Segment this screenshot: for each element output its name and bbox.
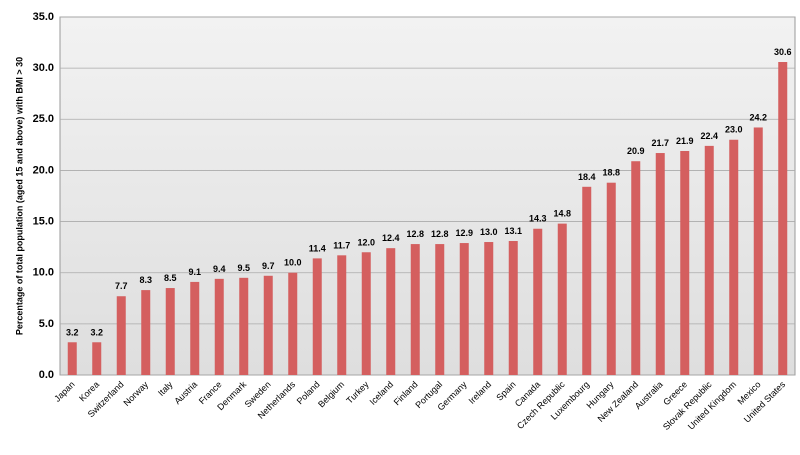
- y-tick-label: 30.0: [33, 62, 54, 74]
- bar: [680, 150, 690, 375]
- bar: [484, 242, 494, 375]
- x-tick-label: Ireland: [467, 379, 494, 406]
- value-label: 8.5: [164, 273, 177, 283]
- x-tick-label: Iceland: [368, 379, 396, 407]
- value-label: 3.2: [90, 327, 103, 337]
- value-label: 13.1: [504, 226, 522, 236]
- bar: [655, 153, 665, 375]
- bar: [190, 281, 200, 375]
- bar: [312, 258, 322, 375]
- plot-area: [59, 16, 796, 376]
- bar: [288, 272, 298, 375]
- bar: [263, 275, 273, 375]
- x-tick-label: Italy: [156, 379, 175, 398]
- bar: [582, 186, 592, 375]
- value-label: 8.3: [139, 275, 152, 285]
- value-label: 3.2: [66, 327, 79, 337]
- value-label: 22.4: [700, 131, 718, 141]
- bar: [92, 342, 102, 375]
- bar: [435, 244, 445, 375]
- value-label: 21.7: [651, 138, 669, 148]
- y-tick-label: 10.0: [33, 267, 54, 279]
- y-axis-label: Percentage of total population (aged 15 …: [14, 57, 24, 335]
- value-label: 9.1: [188, 267, 201, 277]
- x-tick-label: Austria: [172, 379, 199, 406]
- y-tick-label: 20.0: [33, 164, 54, 176]
- x-tick-label: Norway: [122, 379, 151, 408]
- bar: [778, 62, 788, 376]
- bar: [141, 290, 151, 375]
- bar: [533, 228, 543, 375]
- value-label: 21.9: [676, 136, 694, 146]
- bar: [704, 145, 714, 375]
- x-tick-label: Belgium: [316, 379, 346, 409]
- value-label: 20.9: [627, 146, 645, 156]
- value-label: 12.0: [357, 237, 375, 247]
- value-label: 10.0: [284, 258, 302, 268]
- bar: [606, 182, 616, 375]
- bar: [67, 342, 77, 375]
- value-label: 12.4: [382, 233, 400, 243]
- x-tick-label: Japan: [52, 379, 76, 403]
- bar: [239, 277, 249, 375]
- bar: [729, 139, 739, 375]
- bar: [459, 243, 469, 375]
- value-label: 14.8: [553, 209, 571, 219]
- value-label: 9.4: [213, 264, 226, 274]
- value-label: 14.3: [529, 214, 547, 224]
- value-label: 11.4: [309, 243, 326, 253]
- value-label: 12.8: [406, 229, 424, 239]
- value-label: 11.7: [333, 240, 350, 250]
- y-tick-label: 15.0: [33, 215, 54, 227]
- value-label: 12.8: [431, 229, 449, 239]
- bar: [165, 288, 175, 375]
- bar: [337, 255, 347, 375]
- value-label: 12.9: [455, 228, 473, 238]
- value-label: 9.5: [237, 263, 250, 273]
- bar: [631, 161, 641, 375]
- value-label: 18.8: [602, 168, 620, 178]
- value-label: 9.7: [262, 261, 275, 271]
- bar: [508, 241, 518, 375]
- bar: [386, 248, 396, 375]
- bar: [410, 244, 420, 375]
- bar: [116, 296, 126, 375]
- bar: [214, 278, 224, 375]
- y-tick-label: 25.0: [33, 113, 54, 125]
- y-tick-label: 0.0: [39, 369, 54, 381]
- value-label: 7.7: [115, 281, 128, 291]
- value-label: 30.6: [774, 47, 792, 57]
- bar: [557, 223, 567, 375]
- value-label: 23.0: [725, 125, 743, 135]
- value-label: 24.2: [749, 112, 767, 122]
- value-label: 18.4: [578, 172, 596, 182]
- bar: [361, 252, 371, 375]
- y-tick-label: 5.0: [39, 318, 54, 330]
- x-tick-label: Turkey: [344, 379, 371, 406]
- bar: [753, 127, 763, 376]
- y-tick-label: 35.0: [33, 11, 54, 23]
- value-label: 13.0: [480, 227, 498, 237]
